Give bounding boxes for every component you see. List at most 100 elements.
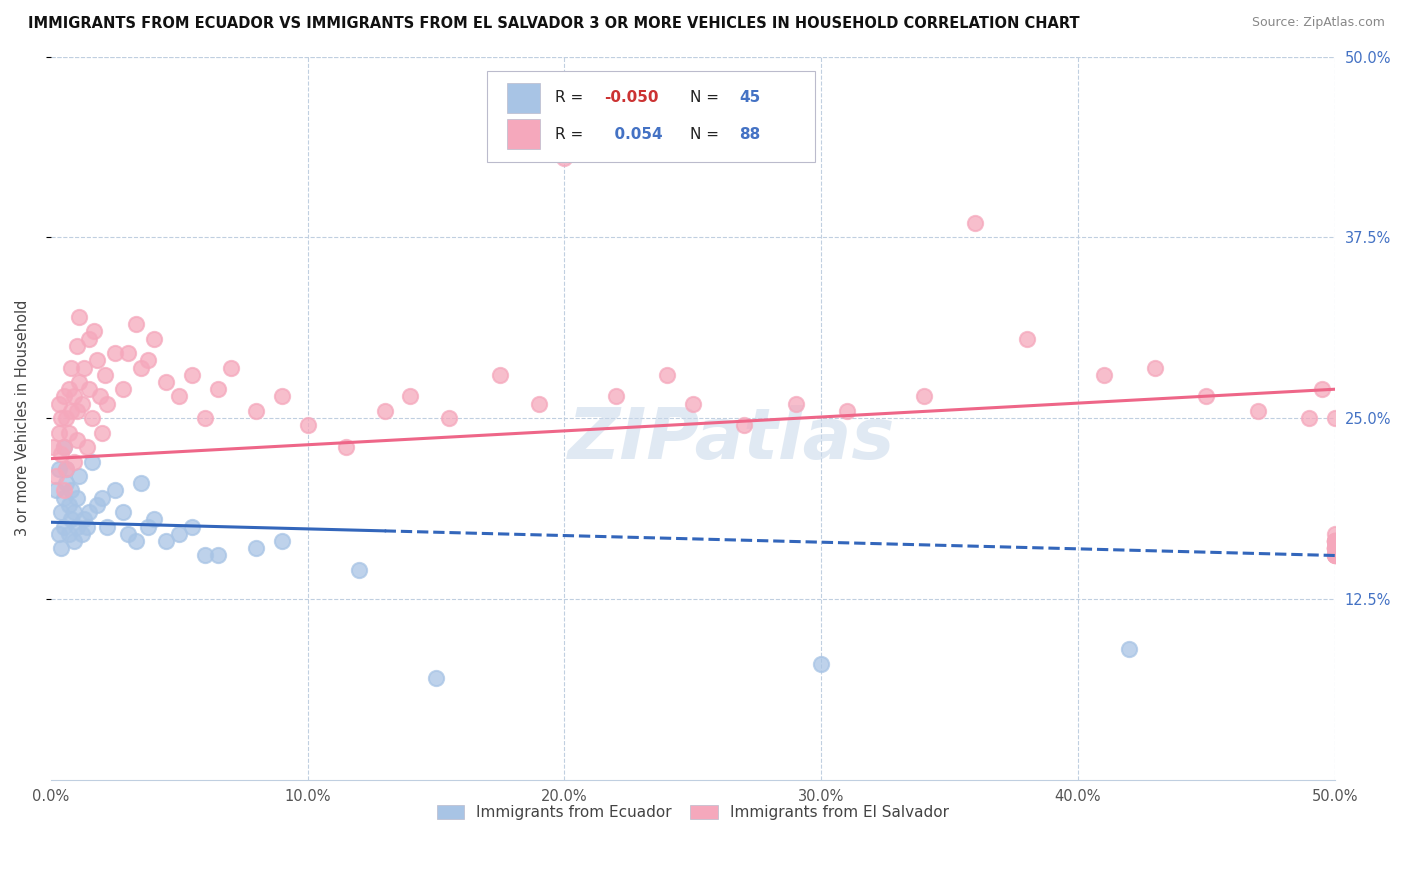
Point (129, 476, 152, 491)
Point (48, 526, 70, 541)
Text: -0.050: -0.050 (605, 90, 659, 105)
Point (94, 368, 117, 382)
Point (1323, 549, 1346, 563)
Point (55, 462, 77, 476)
Point (70, 397, 93, 411)
Point (48, 462, 70, 476)
Point (271, 389, 294, 403)
Point (1143, 360, 1166, 375)
Point (1323, 534, 1346, 549)
Point (79, 332, 101, 346)
Point (60, 404, 83, 418)
Point (167, 389, 190, 403)
Point (96, 519, 118, 533)
Point (1195, 389, 1218, 403)
Text: Source: ZipAtlas.com: Source: ZipAtlas.com (1251, 16, 1385, 29)
Point (374, 404, 396, 418)
Point (1323, 526, 1346, 541)
Point (42, 440, 65, 454)
Point (1323, 534, 1346, 549)
Point (60, 512, 83, 526)
Point (207, 382, 229, 396)
Point (76, 440, 98, 454)
Point (111, 382, 134, 396)
Point (245, 541, 267, 556)
Point (63, 454, 86, 468)
Point (65, 433, 87, 447)
Point (45, 469, 67, 483)
Point (76, 519, 98, 533)
Point (297, 418, 319, 433)
Point (194, 411, 217, 425)
Point (63, 389, 86, 403)
Point (104, 346, 127, 360)
Point (733, 418, 755, 433)
Point (83, 325, 105, 339)
Point (1323, 541, 1346, 556)
Point (965, 216, 987, 230)
Point (48, 425, 70, 440)
Point (63, 534, 86, 549)
Point (912, 389, 935, 403)
Point (52, 491, 75, 505)
Point (1323, 541, 1346, 556)
Text: IMMIGRANTS FROM ECUADOR VS IMMIGRANTS FROM EL SALVADOR 3 OR MORE VEHICLES IN HOU: IMMIGRANTS FROM ECUADOR VS IMMIGRANTS FR… (28, 16, 1080, 31)
Point (73, 512, 96, 526)
Y-axis label: 3 or more Vehicles in Household: 3 or more Vehicles in Household (15, 300, 30, 536)
Point (52, 440, 75, 454)
Point (55, 411, 77, 425)
Point (58, 498, 80, 512)
Point (1323, 549, 1346, 563)
Point (553, 151, 575, 165)
Text: 45: 45 (740, 90, 761, 105)
Point (682, 397, 704, 411)
Point (86, 353, 108, 368)
Point (835, 404, 858, 418)
Point (167, 526, 190, 541)
Point (55, 476, 77, 491)
Point (58, 382, 80, 396)
Point (1323, 549, 1346, 563)
Point (1323, 411, 1346, 425)
Text: 0.054: 0.054 (605, 127, 662, 142)
Point (1310, 382, 1333, 396)
Text: N =: N = (690, 127, 724, 142)
Point (1118, 642, 1140, 657)
Point (104, 483, 127, 498)
Point (194, 549, 217, 563)
Point (425, 672, 447, 686)
Bar (506, 119, 540, 149)
Point (67, 375, 90, 389)
Point (810, 657, 832, 671)
Point (785, 397, 807, 411)
Point (49, 447, 72, 461)
Point (138, 353, 160, 368)
Point (67, 310, 90, 324)
Point (155, 534, 177, 549)
Point (52, 389, 75, 403)
Point (58, 425, 80, 440)
Point (245, 404, 267, 418)
Point (124, 317, 146, 331)
Point (52, 483, 75, 498)
Point (1323, 534, 1346, 549)
Point (63, 505, 86, 519)
Point (79, 505, 101, 519)
Point (1323, 541, 1346, 556)
Point (48, 397, 70, 411)
Point (65, 339, 87, 353)
Point (86, 498, 108, 512)
Point (65, 404, 87, 418)
Point (55, 462, 77, 476)
Point (142, 332, 165, 346)
Point (1323, 534, 1346, 549)
Point (1323, 549, 1346, 563)
Text: R =: R = (555, 127, 589, 142)
Point (49, 411, 72, 425)
Point (347, 563, 370, 577)
Point (437, 411, 460, 425)
Point (117, 346, 139, 360)
Point (138, 519, 160, 533)
Point (79, 382, 101, 396)
Point (1323, 541, 1346, 556)
